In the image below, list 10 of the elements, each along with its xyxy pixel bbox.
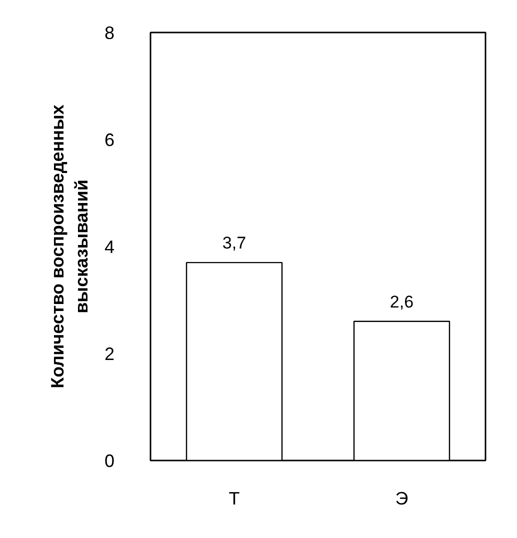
y-tick-label: 0 (104, 451, 115, 471)
y-tick-label: 2 (104, 344, 115, 364)
x-tick-label: Э (395, 488, 408, 508)
x-tick-label: Т (228, 488, 240, 508)
y-axis-title: Количество воспроизведенных высказываний (47, 104, 92, 388)
y-tick-label: 8 (104, 23, 115, 43)
data-label: 3,7 (222, 234, 246, 253)
y-tick-label: 4 (104, 237, 115, 257)
y-tick-label: 6 (104, 130, 115, 150)
data-label: 2,6 (390, 292, 414, 312)
